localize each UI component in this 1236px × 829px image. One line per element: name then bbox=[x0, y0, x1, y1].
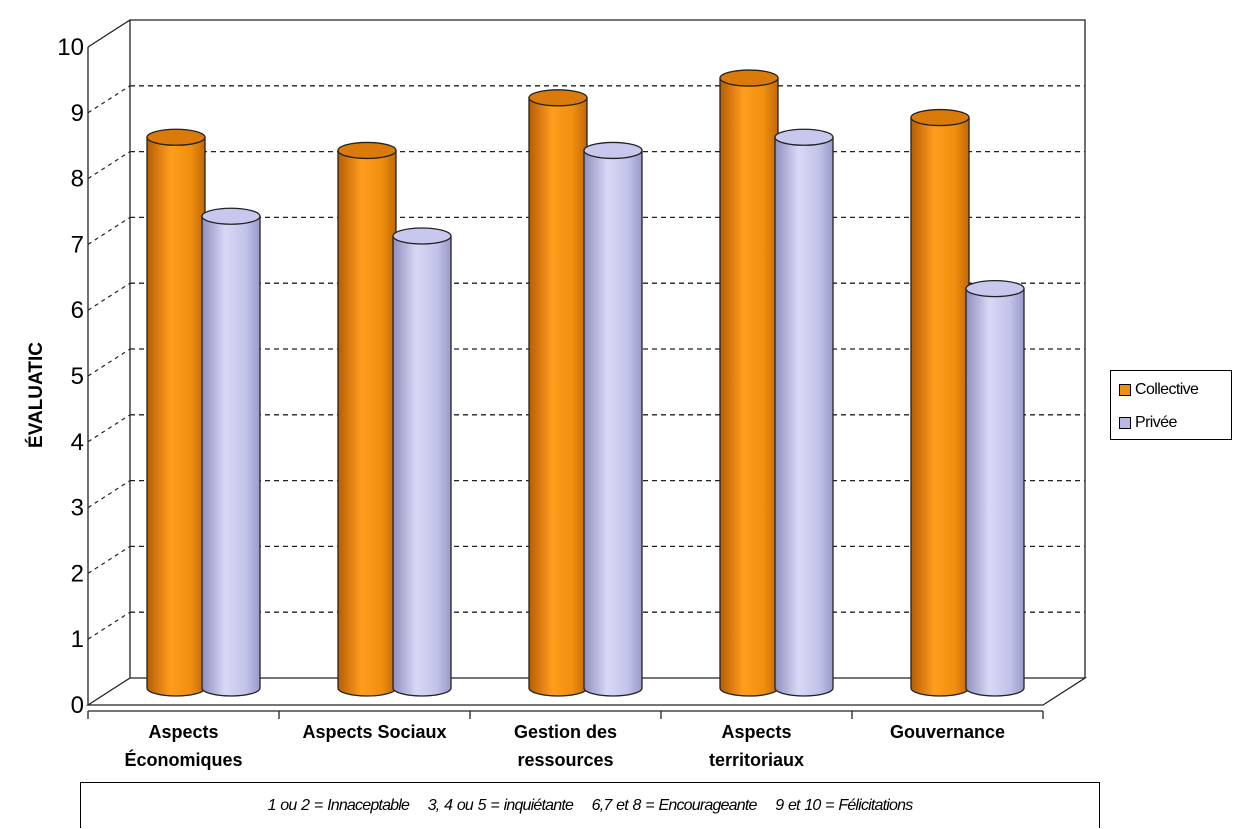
y-tick-label: 9 bbox=[71, 100, 84, 127]
x-tick-label: Aspects bbox=[148, 722, 218, 742]
rating-scale-text: 1 ou 2 = Innaceptable 3, 4 ou 5 = inquié… bbox=[267, 796, 914, 814]
bar-prive-2 bbox=[583, 141, 643, 697]
legend-label-collective: Collective bbox=[1135, 381, 1199, 398]
y-tick-label: 0 bbox=[71, 692, 84, 719]
bar-collective-3 bbox=[719, 69, 779, 697]
gridline-diagonal bbox=[87, 480, 131, 509]
y-tick-label: 2 bbox=[71, 560, 84, 587]
gridline-diagonal bbox=[87, 282, 131, 311]
x-tick-label: territoriaux bbox=[709, 750, 804, 770]
bar-collective-2 bbox=[528, 89, 588, 697]
legend-swatch-collective bbox=[1119, 384, 1131, 396]
y-tick-label: 6 bbox=[71, 297, 84, 324]
bar-collective-1 bbox=[337, 141, 397, 697]
gridline-diagonal bbox=[87, 611, 131, 640]
legend-swatch-privee bbox=[1119, 417, 1131, 429]
gridline-diagonal bbox=[87, 545, 131, 574]
x-tick-label: Économiques bbox=[124, 749, 242, 770]
gridline-diagonal bbox=[87, 414, 131, 443]
y-tick-label: 1 bbox=[71, 626, 84, 653]
y-tick-label: 4 bbox=[71, 429, 84, 456]
y-tick-label: 10 bbox=[57, 34, 84, 61]
legend-item-privee: Privée bbox=[1119, 413, 1177, 433]
gridline-diagonal bbox=[87, 216, 131, 245]
x-tick-label: Gestion des bbox=[514, 722, 617, 742]
legend-label-privee: Privée bbox=[1135, 414, 1177, 431]
bar-prive-1 bbox=[392, 227, 452, 697]
gridline-diagonal bbox=[87, 151, 131, 180]
rating-scale-note: 1 ou 2 = Innaceptable 3, 4 ou 5 = inquié… bbox=[80, 782, 1100, 828]
floor bbox=[85, 677, 1088, 706]
y-tick-label: 7 bbox=[71, 231, 84, 258]
x-axis-labels: Aspects Économiques Aspects Sociaux Gestion… bbox=[87, 711, 1044, 770]
y-axis-ticks: 0 1 2 3 4 5 6 7 8 9 10 bbox=[57, 34, 84, 719]
x-tick-label: Aspects Sociaux bbox=[302, 722, 446, 742]
x-tick-label: ressources bbox=[517, 750, 613, 770]
top-edge bbox=[87, 19, 131, 48]
legend-item-collective: Collective bbox=[1119, 380, 1199, 400]
y-tick-label: 5 bbox=[71, 363, 84, 390]
y-tick-label: 3 bbox=[71, 495, 84, 522]
bar-collective-4 bbox=[910, 108, 970, 697]
y-tick-label: 8 bbox=[71, 166, 84, 193]
bars bbox=[146, 69, 1025, 697]
y-axis-label: ÉVALUATIC bbox=[25, 342, 47, 448]
x-tick-label: Gouvernance bbox=[890, 722, 1005, 742]
x-tick-label: Aspects bbox=[721, 722, 791, 742]
gridline-diagonal bbox=[87, 348, 131, 377]
bar-prive-0 bbox=[201, 207, 261, 697]
bar-collective-0 bbox=[146, 128, 206, 697]
bar-prive-3 bbox=[774, 128, 834, 697]
bar-prive-4 bbox=[965, 279, 1025, 697]
legend: Collective Privée bbox=[1110, 370, 1232, 440]
gridline-diagonal bbox=[87, 85, 131, 114]
